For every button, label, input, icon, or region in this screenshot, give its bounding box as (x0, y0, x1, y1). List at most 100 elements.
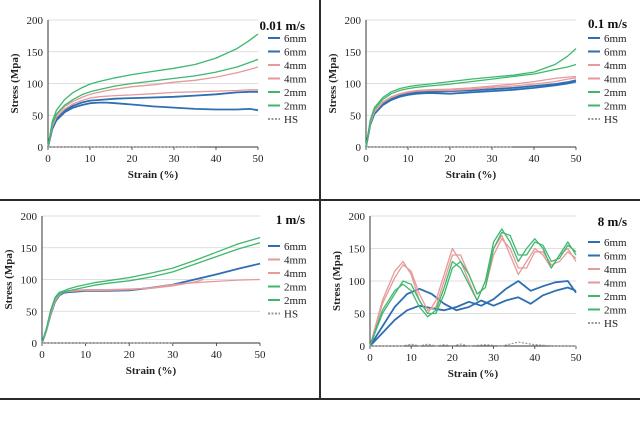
series-line-2mm-4 (365, 63, 577, 148)
x-tick-label: 20 (124, 349, 136, 361)
chart-panel-0-01: 0 50 100 150 200 0 10 20 30 40 50 Strain (%) Stress … (0, 0, 318, 198)
y-tick-label: 50 (354, 309, 366, 321)
legend-label-4mm: 4mm (604, 278, 627, 290)
divider-horizontal-bottom (0, 398, 640, 400)
x-tick-label: 50 (253, 153, 265, 165)
x-tick-label: 40 (529, 153, 541, 165)
legend-label-HS: HS (604, 318, 618, 330)
x-tick-label: 10 (80, 349, 92, 361)
legend-label-2mm: 2mm (284, 282, 307, 294)
x-tick-label: 30 (169, 153, 181, 165)
legend-label-6mm: 6mm (284, 241, 307, 253)
legend-label-2mm: 2mm (284, 101, 307, 113)
divider-vertical (319, 0, 321, 398)
legend-label-4mm: 4mm (284, 60, 307, 72)
x-tick-label: 20 (127, 153, 139, 165)
legend-label-HS: HS (284, 114, 298, 126)
legend-label-4mm: 4mm (604, 264, 627, 276)
x-axis-label: Strain (%) (126, 365, 177, 377)
x-tick-label: 0 (363, 153, 369, 165)
x-tick-label: 50 (571, 352, 583, 364)
series-line-2mm-4 (47, 58, 259, 148)
x-tick-label: 10 (406, 352, 418, 364)
series-line-6mm-0 (47, 101, 259, 148)
y-tick-label: 150 (21, 243, 38, 255)
legend-label-6mm: 6mm (604, 237, 627, 249)
x-tick-label: 30 (167, 349, 179, 361)
x-tick-label: 0 (39, 349, 45, 361)
x-tick-label: 40 (211, 349, 223, 361)
x-axis-label: Strain (%) (446, 169, 497, 181)
x-tick-label: 50 (255, 349, 267, 361)
chart-title: 0.1 m/s (588, 16, 627, 31)
x-axis-label: Strain (%) (128, 169, 179, 181)
x-axis-label: Strain (%) (448, 368, 499, 380)
legend-label-6mm: 6mm (604, 33, 627, 45)
legend-label-2mm: 2mm (604, 291, 627, 303)
chart-0-1-svg: 0 50 100 150 200 0 10 20 30 40 50 Strain (%) Stress … (327, 15, 627, 181)
x-tick-label: 30 (487, 153, 499, 165)
series-line-4mm-2 (47, 89, 258, 148)
legend-label-2mm: 2mm (284, 295, 307, 307)
chart-title: 1 m/s (276, 212, 305, 227)
y-tick-label: 100 (27, 79, 44, 91)
series-line-4mm-3 (47, 66, 259, 148)
series-line-2mm-5 (47, 33, 259, 148)
y-tick-label: 100 (21, 275, 38, 287)
series-line-2mm-3 (41, 242, 261, 344)
y-axis-label: Stress (Mpa) (3, 249, 15, 309)
y-tick-label: 150 (27, 47, 44, 59)
y-tick-label: 0 (32, 338, 38, 350)
legend-label-6mm: 6mm (284, 33, 307, 45)
series-line-4mm-3 (365, 75, 577, 148)
chart-title: 0.01 m/s (260, 18, 306, 33)
y-tick-label: 150 (349, 244, 366, 256)
x-tick-label: 40 (529, 352, 541, 364)
legend-label-4mm: 4mm (284, 255, 307, 267)
x-tick-label: 0 (45, 153, 51, 165)
x-tick-label: 40 (211, 153, 223, 165)
y-tick-label: 200 (21, 211, 38, 223)
y-tick-label: 50 (26, 306, 38, 318)
series-line-6mm-1 (369, 280, 577, 347)
y-tick-label: 200 (345, 15, 362, 27)
series-line-2mm-4 (41, 236, 261, 344)
series-line-2mm-5 (365, 48, 577, 148)
series-line-6mm-1 (365, 79, 577, 148)
y-tick-label: 100 (349, 276, 366, 288)
series-line-2mm-5 (369, 231, 577, 347)
legend-label-4mm: 4mm (604, 60, 627, 72)
y-axis-label: Stress (Mpa) (331, 251, 343, 311)
legend-label-HS: HS (604, 114, 618, 126)
series-line-6mm-0 (369, 286, 577, 347)
y-axis-label: Stress (Mpa) (9, 53, 21, 113)
legend-label-6mm: 6mm (284, 47, 307, 59)
legend-label-2mm: 2mm (604, 101, 627, 113)
chart-panel-8: 0 50 100 150 200 0 10 20 30 40 50 Strain (%) Stress … (322, 202, 640, 398)
legend-label-4mm: 4mm (284, 74, 307, 86)
y-tick-label: 150 (345, 47, 362, 59)
chart-8-svg: 0 50 100 150 200 0 10 20 30 40 50 Strain (%) Stress … (331, 211, 627, 380)
legend-label-4mm: 4mm (604, 74, 627, 86)
y-axis-label: Stress (Mpa) (327, 53, 339, 113)
y-tick-label: 200 (27, 15, 44, 27)
chart-0-01-svg: 0 50 100 150 200 0 10 20 30 40 50 Strain (%) Stress … (9, 15, 307, 181)
x-tick-label: 50 (571, 153, 583, 165)
y-tick-label: 100 (345, 79, 362, 91)
legend-label-2mm: 2mm (604, 87, 627, 99)
legend-label-2mm: 2mm (604, 305, 627, 317)
x-tick-label: 10 (85, 153, 97, 165)
legend-label-6mm: 6mm (604, 251, 627, 263)
x-tick-label: 0 (367, 352, 373, 364)
legend-label-HS: HS (284, 309, 298, 321)
chart-1-svg: 0 50 100 150 200 0 10 20 30 40 50 Strain (%) Stress … (3, 211, 307, 377)
legend-label-4mm: 4mm (284, 268, 307, 280)
x-tick-label: 20 (445, 153, 457, 165)
legend-label-2mm: 2mm (284, 87, 307, 99)
series-line-2mm-4 (369, 228, 577, 347)
chart-panel-1: 0 50 100 150 200 0 10 20 30 40 50 Strain (%) Stress … (0, 202, 318, 398)
x-tick-label: 10 (403, 153, 415, 165)
chart-panel-0-1: 0 50 100 150 200 0 10 20 30 40 50 Strain (%) Stress … (322, 0, 640, 198)
y-tick-label: 50 (32, 110, 44, 122)
